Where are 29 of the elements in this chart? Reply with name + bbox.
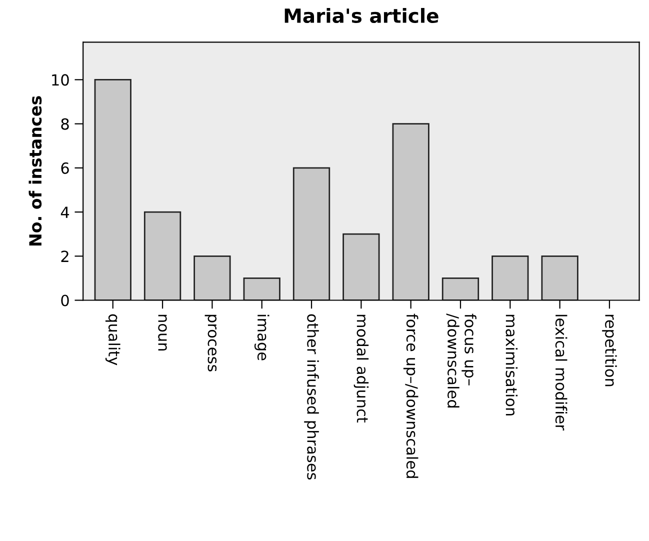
bar	[541, 255, 578, 300]
x-tick-label: process	[204, 314, 217, 372]
x-tick-label: modal adjunct	[354, 314, 369, 423]
chart-title: Maria's article	[284, 8, 438, 24]
y-tick-label: 8	[61, 118, 69, 130]
y-tick-label: 6	[61, 162, 69, 174]
x-tick-label: other infused phrases	[304, 314, 319, 480]
bar	[94, 79, 132, 300]
x-tick-label: focus up– /downscaled	[446, 313, 476, 408]
x-tick-label: quality	[105, 314, 120, 366]
x-tick-label: maximisation	[506, 314, 518, 416]
y-tick-label: 4	[60, 206, 70, 218]
x-tick-label: lexical modifier	[555, 314, 568, 430]
bar	[442, 278, 480, 300]
bar	[492, 255, 529, 300]
x-tick-label: noun	[158, 314, 167, 351]
bar	[292, 167, 330, 300]
bar	[342, 233, 380, 300]
bar	[392, 123, 430, 300]
x-tick-label: image	[254, 314, 270, 360]
y-tick-label: 10	[52, 74, 69, 86]
x-tick-label: repetition	[602, 314, 617, 386]
y-tick-label: 0	[61, 294, 69, 306]
y-axis-title: No. of instances	[28, 96, 42, 246]
bar	[144, 211, 182, 300]
bar	[194, 255, 231, 300]
y-tick-label: 2	[61, 250, 68, 262]
bar	[243, 278, 280, 300]
x-tick-label: force up–/downscaled	[403, 314, 418, 478]
